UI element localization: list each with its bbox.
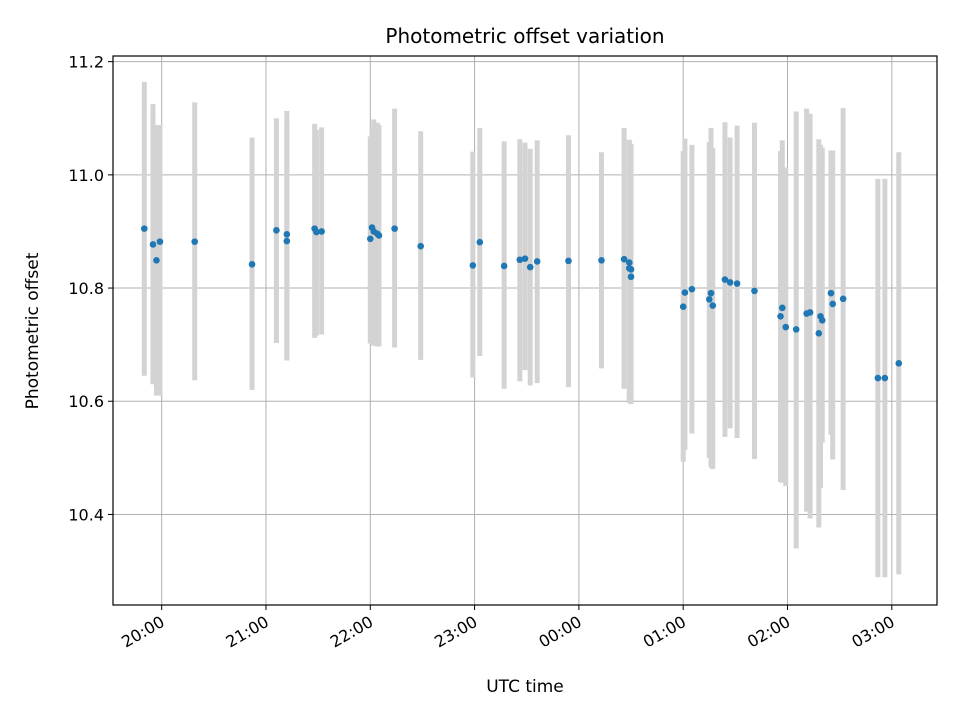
data-point: [733, 280, 741, 287]
x-axis-label: UTC time: [486, 677, 564, 697]
data-point: [391, 225, 398, 232]
data-point: [827, 289, 835, 297]
data-point: [283, 230, 291, 238]
data-point: [895, 360, 903, 367]
data-point: [283, 237, 291, 245]
data-point: [778, 304, 786, 312]
data-point: [874, 374, 882, 382]
y-axis-label: Photometric offset: [23, 252, 43, 409]
data-point: [688, 285, 696, 293]
data-point: [815, 330, 823, 337]
y-axis-ticks: 10.4 10.6 10.8 11.0 11.2: [68, 53, 113, 524]
data-point: [313, 228, 320, 236]
data-point: [598, 257, 605, 264]
data-point: [707, 289, 715, 297]
data-point: [726, 279, 734, 286]
data-point: [191, 238, 199, 245]
data-point: [516, 256, 524, 264]
data-point: [318, 228, 325, 235]
data-point: [500, 262, 508, 270]
data-point: [709, 302, 717, 309]
y-tick-label: 10.6: [68, 392, 104, 411]
y-tick-label: 11.2: [68, 53, 104, 72]
data-point: [627, 273, 635, 281]
data-point: [751, 287, 758, 295]
data-point: [366, 235, 374, 243]
plot-frame: [112, 55, 938, 606]
data-point: [469, 262, 477, 269]
data-point: [273, 227, 280, 234]
y-tick-label: 10.4: [68, 505, 104, 524]
data-point: [149, 241, 157, 248]
data-point: [806, 309, 814, 316]
y-tick-label: 10.8: [68, 279, 104, 298]
data-point: [792, 326, 800, 333]
data-point: [526, 263, 534, 271]
data-point: [705, 296, 713, 303]
data-point: [153, 257, 160, 264]
data-points: [140, 224, 903, 382]
data-point: [626, 259, 633, 266]
data-point: [829, 300, 836, 308]
data-point: [881, 374, 889, 382]
data-point: [782, 323, 790, 331]
data-point: [620, 255, 628, 263]
chart-title: Photometric offset variation: [385, 24, 664, 48]
data-point: [839, 295, 847, 303]
data-point: [140, 225, 148, 232]
data-point: [721, 276, 729, 283]
data-point: [248, 260, 256, 268]
data-point: [565, 257, 572, 265]
data-point: [533, 258, 541, 265]
data-point: [777, 313, 784, 320]
data-point: [627, 266, 635, 273]
data-point: [818, 317, 826, 324]
data-point: [375, 232, 383, 239]
data-point: [476, 238, 484, 246]
data-point: [156, 238, 164, 245]
data-point: [679, 303, 687, 311]
y-tick-label: 11.0: [68, 166, 104, 185]
data-point: [521, 255, 529, 262]
data-point: [681, 289, 689, 296]
data-point: [417, 242, 424, 250]
